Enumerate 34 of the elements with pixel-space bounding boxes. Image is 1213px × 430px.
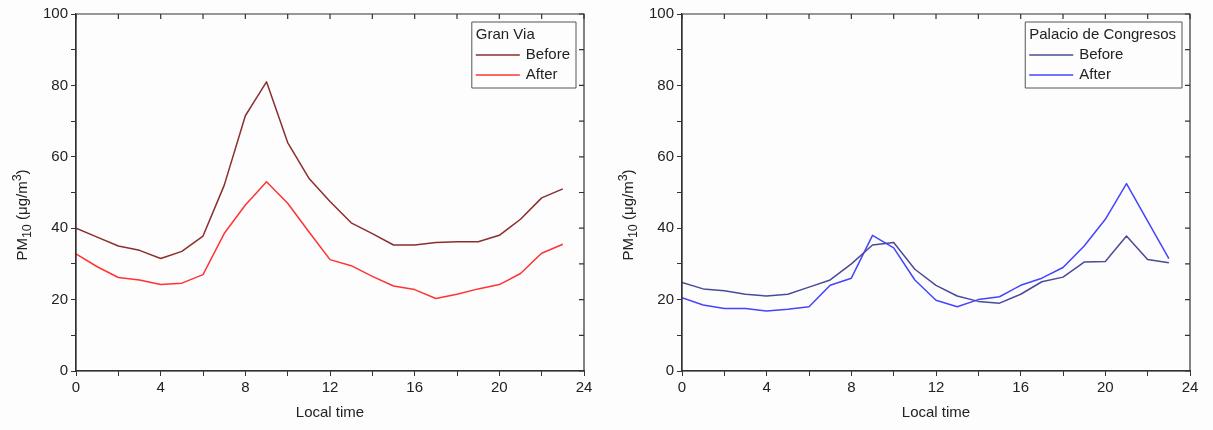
x-tick-label: 8 <box>241 378 250 396</box>
x-tick-label: 0 <box>677 378 687 396</box>
legend-label: Before <box>525 45 571 63</box>
x-tick-label: 20 <box>1096 378 1114 396</box>
legend-title: Palacio de Congresos <box>1029 25 1177 43</box>
legend-title: Gran Via <box>475 25 536 43</box>
y-tick-label: 40 <box>51 218 69 236</box>
x-axis-title: Local time <box>901 403 971 421</box>
y-tick-label: 100 <box>649 4 675 22</box>
y-tick-label: 40 <box>657 218 675 236</box>
x-tick-label: 16 <box>406 378 424 396</box>
x-tick-label: 4 <box>762 378 771 396</box>
legend-label: After <box>1079 65 1111 83</box>
x-tick-label: 12 <box>927 378 945 396</box>
y-tick-label: 80 <box>51 75 69 93</box>
x-tick-label: 24 <box>1181 378 1199 396</box>
y-tick-label: 20 <box>51 289 69 307</box>
y-tick-label: 80 <box>657 75 675 93</box>
legend-label: After <box>525 65 558 83</box>
x-tick-label: 16 <box>1012 378 1030 396</box>
x-axis-title: Local time <box>295 403 365 421</box>
x-tick-label: 24 <box>575 378 593 396</box>
y-tick-label: 60 <box>657 146 675 164</box>
x-tick-label: 4 <box>156 378 165 396</box>
y-tick-label: 60 <box>51 146 69 164</box>
y-tick-label: 20 <box>657 289 675 307</box>
x-tick-label: 0 <box>71 378 81 396</box>
y-tick-label: 0 <box>59 361 69 379</box>
x-tick-label: 12 <box>321 378 339 396</box>
x-tick-label: 20 <box>490 378 508 396</box>
y-tick-label: 100 <box>43 4 69 22</box>
y-tick-label: 0 <box>665 361 675 379</box>
legend-label: Before <box>1079 45 1124 63</box>
x-tick-label: 8 <box>847 378 856 396</box>
